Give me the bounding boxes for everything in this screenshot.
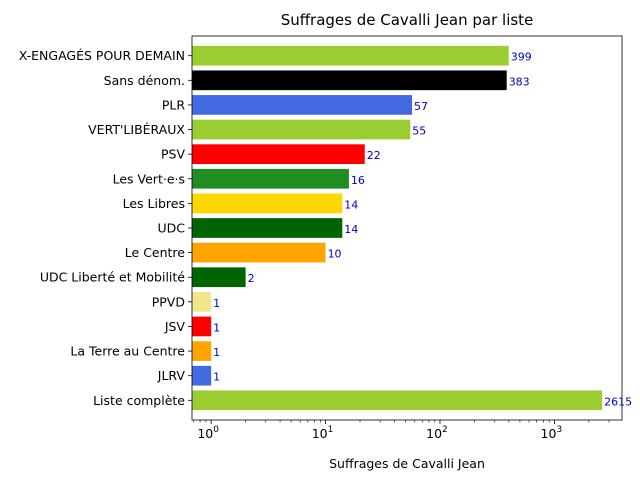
bar-value-label: 55 [412, 125, 426, 138]
bar [192, 292, 212, 312]
y-tick-label: La Terre au Centre [70, 344, 185, 359]
bar-value-label: 2 [248, 272, 255, 285]
bar-value-label: 16 [351, 174, 365, 187]
x-tick-exponent: 3 [556, 425, 562, 435]
y-tick-label: Sans dénom. [104, 73, 185, 88]
bar [192, 316, 212, 337]
bar [192, 45, 509, 66]
y-tick-label: Liste complète [93, 393, 185, 408]
bar-value-label: 399 [511, 51, 532, 64]
bar-value-label: 14 [344, 198, 358, 211]
y-tick-label: VERT'LIBÉRAUX [88, 122, 185, 137]
y-tick-label: Le Centre [125, 245, 186, 260]
x-tick-label: 100 [197, 425, 219, 441]
bar [192, 144, 365, 164]
y-tick-label: PLR [162, 97, 186, 112]
y-tick-label: Les Vert·e·s [113, 171, 185, 186]
bar [192, 341, 212, 361]
bar-value-label: 10 [328, 248, 342, 261]
bar [192, 390, 603, 411]
bar [192, 218, 343, 238]
bar [192, 267, 246, 288]
x-tick-base: 10 [426, 426, 442, 441]
bar [192, 365, 212, 386]
y-tick-label: JLRV [157, 368, 186, 383]
x-tick-label: 101 [312, 425, 334, 441]
bar-value-label: 57 [414, 100, 428, 113]
x-tick-exponent: 2 [442, 425, 448, 435]
bar [192, 70, 507, 91]
y-tick-label: UDC Liberté et Mobilité [40, 270, 185, 285]
x-tick-base: 10 [312, 426, 328, 441]
x-tick-exponent: 1 [328, 425, 334, 435]
bar [192, 95, 413, 115]
bar [192, 193, 343, 214]
bar-value-label: 1 [213, 297, 220, 310]
bar-value-label: 14 [344, 223, 358, 236]
y-tick-label: JSV [164, 319, 186, 334]
x-ticks: 100 101 102 103 [193, 420, 610, 441]
y-tick-label: PPVD [152, 294, 185, 309]
bar-value-label: 383 [509, 75, 530, 88]
y-tick-labels: X-ENGAGÉS POUR DEMAIN Sans dénom. PLR VERT'… [19, 48, 192, 408]
x-tick-exponent: 0 [213, 425, 219, 435]
bar [192, 119, 411, 140]
bar-value-label: 1 [213, 321, 220, 334]
y-tick-label: PSV [161, 147, 185, 162]
bar-value-label: 22 [367, 149, 381, 162]
y-tick-label: UDC [157, 221, 185, 236]
y-tick-label: X-ENGAGÉS POUR DEMAIN [19, 48, 185, 63]
bar [192, 242, 326, 263]
x-axis-label: Suffrages de Cavalli Jean [329, 456, 485, 471]
bar-value-label: 1 [213, 346, 220, 359]
bar-value-label: 2615 [604, 395, 632, 408]
bar [192, 168, 349, 189]
x-tick-label: 103 [541, 425, 563, 441]
chart-title: Suffrages de Cavalli Jean par liste [281, 11, 534, 29]
x-tick-label: 102 [426, 425, 448, 441]
y-tick-label: Les Libres [123, 196, 185, 211]
bar-value-label: 1 [213, 371, 220, 384]
x-tick-base: 10 [541, 426, 557, 441]
x-tick-base: 10 [197, 426, 213, 441]
